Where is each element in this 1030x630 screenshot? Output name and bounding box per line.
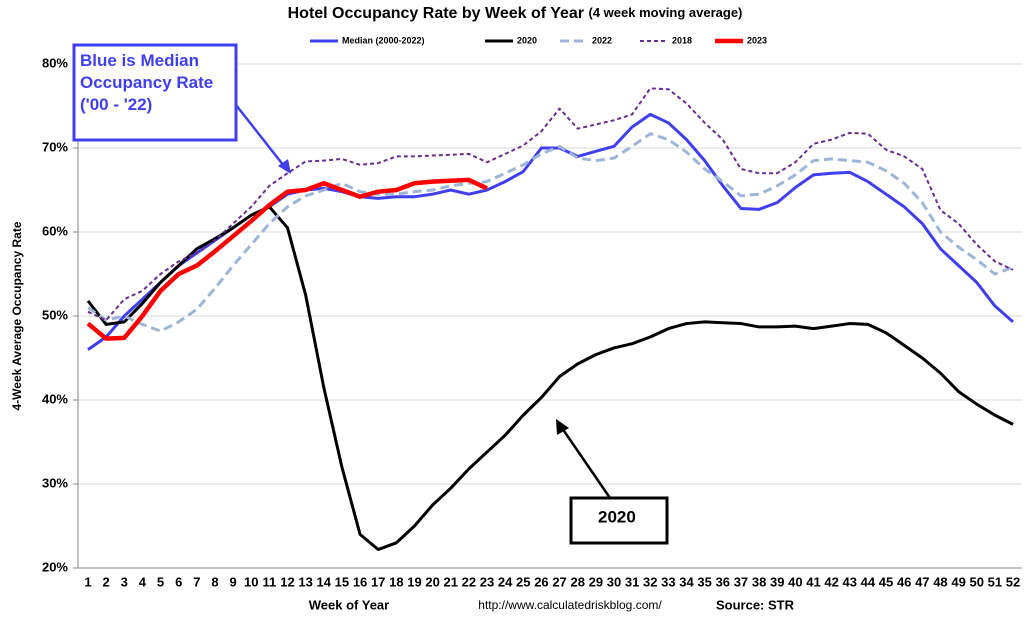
annotation-text: 2020 [598, 507, 636, 526]
x-tick-label: 41 [806, 574, 820, 589]
x-tick-label: 27 [552, 574, 566, 589]
annotation-wrap: Blue is Median Occupancy Rate ('00 - '22… [80, 51, 214, 114]
legend-label: 2023 [747, 35, 767, 45]
x-axis-label: Week of Year [309, 597, 389, 612]
annotation-arrow [560, 427, 612, 499]
x-tick-label: 5 [157, 574, 164, 589]
x-tick-label: 1 [84, 574, 91, 589]
y-axis-label: 4-Week Average Occupancy Rate [10, 221, 24, 410]
y-tick-label: 50% [42, 307, 68, 322]
x-tick-label: 11 [262, 574, 276, 589]
series-line [87, 132, 1014, 333]
legend-label: 2022 [592, 35, 612, 45]
x-tick-label: 35 [697, 574, 711, 589]
y-tick-label: 30% [42, 475, 68, 490]
x-tick-label: 36 [716, 574, 730, 589]
x-tick-label: 50 [969, 574, 983, 589]
x-tick-label: 39 [770, 574, 784, 589]
series-line [86, 177, 488, 341]
arrow-head [556, 419, 569, 435]
x-tick-label: 40 [788, 574, 802, 589]
x-tick-label: 15 [335, 574, 349, 589]
x-tick-label: 25 [516, 574, 530, 589]
arrow-head [278, 159, 291, 174]
x-tick-label: 19 [407, 574, 421, 589]
legend-label: Median (2000-2022) [342, 35, 425, 45]
annotation-box [72, 43, 238, 142]
x-tick-label: 47 [915, 574, 929, 589]
x-tick-label: 38 [752, 574, 766, 589]
x-tick-label: 2 [103, 574, 110, 589]
x-tick-label: 32 [643, 574, 657, 589]
subtitle: (4 week moving average) [588, 5, 742, 20]
x-tick-label: 16 [353, 574, 367, 589]
x-tick-label: 43 [843, 574, 857, 589]
x-tick-label: 29 [589, 574, 603, 589]
x-tick-label: 20 [425, 574, 439, 589]
x-tick-label: 10 [244, 574, 258, 589]
x-tick-label: 26 [534, 574, 548, 589]
x-tick-label: 14 [317, 574, 332, 589]
y-tick-label: 40% [42, 391, 68, 406]
y-tick-label: 80% [42, 55, 68, 70]
x-tick-label: 12 [280, 574, 294, 589]
source-url: http://www.calculatedriskblog.com/ [478, 598, 662, 612]
x-tick-label: 30 [607, 574, 621, 589]
x-tick-label: 28 [570, 574, 584, 589]
x-tick-label: 6 [175, 574, 182, 589]
x-tick-label: 21 [444, 574, 458, 589]
x-tick-label: 46 [897, 574, 911, 589]
x-tick-label: 3 [121, 574, 128, 589]
annotation-box [569, 496, 669, 545]
x-tick-label: 17 [371, 574, 385, 589]
x-tick-label: 33 [661, 574, 675, 589]
x-tick-label: 51 [988, 574, 1002, 589]
x-tick-label: 31 [625, 574, 639, 589]
x-tick-label: 7 [193, 574, 200, 589]
x-tick-label: 44 [861, 574, 876, 589]
x-tick-label: 34 [679, 574, 694, 589]
annotation-arrow [235, 104, 285, 167]
annotation-text: Blue is Median Occupancy Rate ('00 - '22… [80, 51, 214, 114]
x-tick-label: 48 [933, 574, 947, 589]
x-tick-label: 37 [734, 574, 748, 589]
x-tick-label: 8 [211, 574, 218, 589]
chart-title: Hotel Occupancy Rate by Week of Year (4 … [288, 5, 743, 22]
series-line [87, 87, 1014, 322]
x-tick-label: 45 [879, 574, 893, 589]
y-tick-label: 60% [42, 223, 68, 238]
y-tick-label: 70% [42, 139, 68, 154]
x-tick-label: 22 [462, 574, 476, 589]
x-tick-label: 42 [824, 574, 838, 589]
x-tick-label: 49 [951, 574, 965, 589]
legend-label: 2020 [517, 35, 537, 45]
source: Source: STR [716, 597, 795, 612]
y-tick-label: 20% [42, 559, 68, 574]
x-tick-label: 9 [229, 574, 236, 589]
x-tick-label: 13 [298, 574, 312, 589]
title: Hotel Occupancy Rate by Week of Year [288, 5, 584, 22]
x-tick-label: 52 [1006, 574, 1020, 589]
x-tick-label: 24 [498, 574, 513, 589]
x-tick-label: 23 [480, 574, 494, 589]
series-line [86, 205, 1014, 552]
x-tick-label: 4 [139, 574, 147, 589]
x-tick-label: 18 [389, 574, 403, 589]
legend-label: 2018 [672, 35, 692, 45]
plot-area: 20%30%40%50%60%70%80%1 2 3 4 5 6 7 8 9 10 11 12 13 14… [42, 44, 1022, 589]
